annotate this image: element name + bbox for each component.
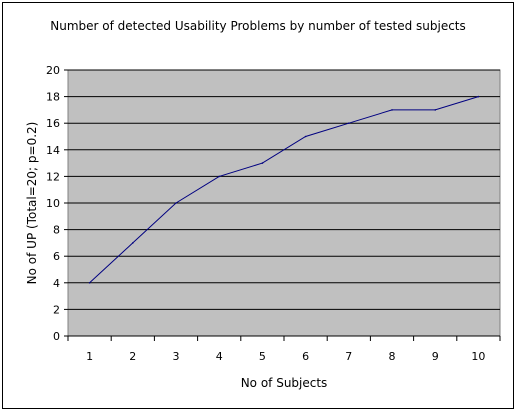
data-point (88, 282, 91, 284)
x-tick-label: 6 (302, 350, 309, 363)
x-tick-label: 10 (471, 350, 485, 363)
data-point (218, 175, 220, 178)
x-axis-label: No of Subjects (241, 376, 328, 390)
y-tick-label: 0 (53, 330, 60, 343)
x-tick-label: 2 (129, 350, 136, 363)
y-tick-label: 12 (46, 170, 60, 183)
y-tick-label: 16 (46, 117, 60, 130)
data-point (391, 109, 393, 111)
x-tick-label: 7 (345, 350, 352, 363)
x-tick-label: 3 (173, 350, 180, 363)
data-point (304, 135, 307, 138)
x-tick-label: 1 (86, 350, 93, 363)
x-tick-label: 4 (216, 350, 223, 363)
y-tick-label: 6 (53, 250, 60, 263)
y-tick-label: 8 (53, 224, 60, 237)
y-axis-label: No of UP (Total=20; p=0.2) (25, 122, 39, 285)
x-axis-ticks: 1 2 3 4 5 6 7 8 9 10 (67, 335, 501, 363)
x-tick-label: 8 (389, 350, 396, 363)
data-point (477, 95, 480, 98)
y-tick-label: 14 (46, 144, 60, 157)
data-point (434, 109, 437, 111)
y-axis-ticks: 0 2 4 6 8 10 12 14 16 18 20 (46, 64, 68, 343)
y-tick-label: 2 (53, 303, 60, 316)
x-tick-label: 9 (432, 350, 439, 363)
data-point (261, 162, 264, 164)
data-point (348, 122, 350, 124)
series-line (89, 96, 479, 284)
data-point (132, 242, 134, 244)
chart-title: Number of detected Usability Problems by… (50, 19, 466, 33)
data-point (175, 202, 177, 204)
y-tick-label: 10 (46, 197, 60, 210)
grid-lines (68, 69, 500, 310)
y-tick-label: 4 (53, 277, 60, 290)
series-group (88, 95, 480, 284)
y-tick-label: 20 (46, 64, 60, 77)
y-tick-label: 18 (46, 91, 60, 104)
x-tick-label: 5 (259, 350, 266, 363)
